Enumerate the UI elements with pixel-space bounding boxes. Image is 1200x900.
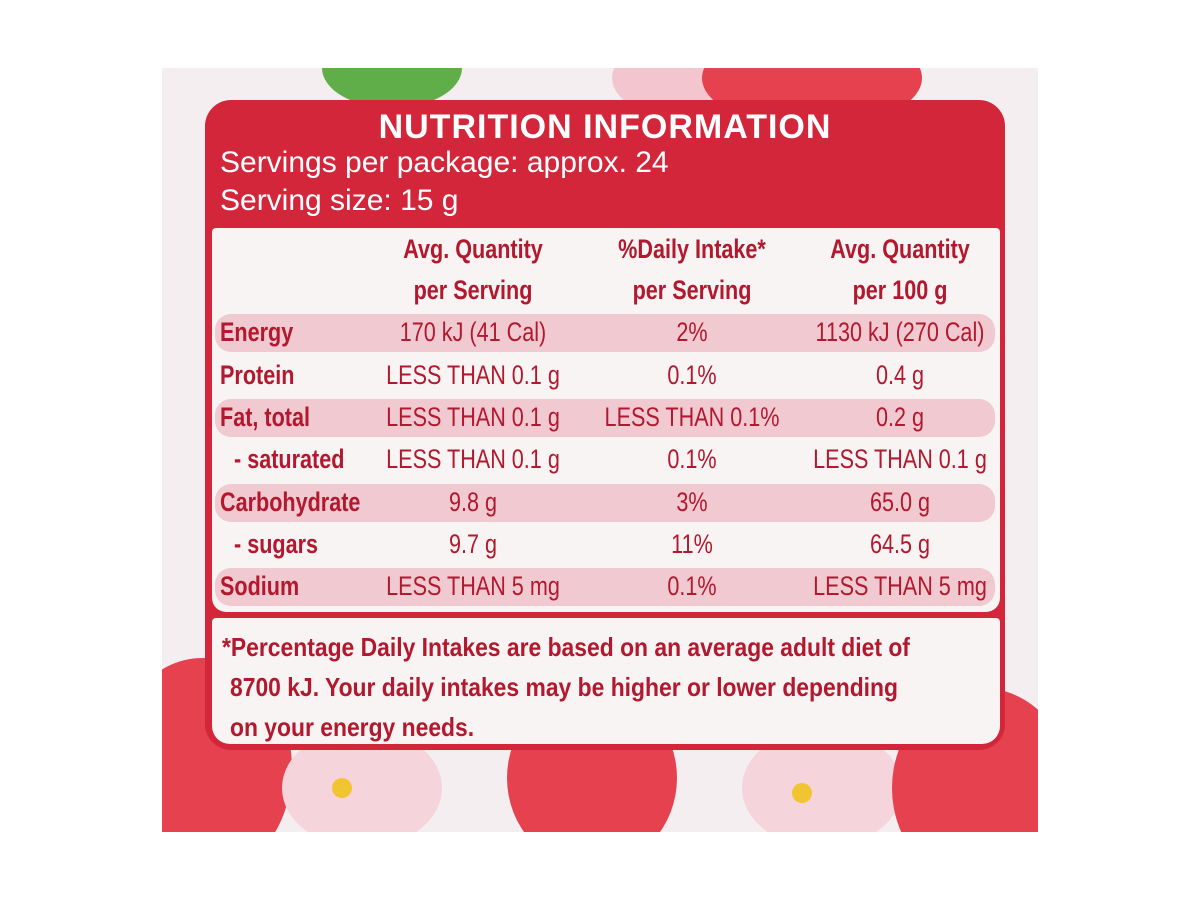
nutrient-name: Fat, total bbox=[220, 402, 310, 432]
nutrient-value: LESS THAN 5 mg bbox=[386, 571, 560, 601]
strawberry-decoration bbox=[162, 68, 1038, 832]
nutrient-name: Carbohydrate bbox=[220, 487, 361, 517]
nutrient-value: LESS THAN 0.1% bbox=[604, 402, 780, 432]
nutrient-name: - sugars bbox=[234, 529, 319, 559]
flower bbox=[282, 728, 442, 832]
column-header: %Daily Intake* bbox=[618, 234, 766, 264]
footnote-line: 8700 kJ. Your daily intakes may be highe… bbox=[230, 672, 898, 702]
footnote-area bbox=[212, 618, 1000, 744]
serving-size: Serving size: 15 g bbox=[220, 184, 459, 217]
nutrient-value: 0.2 g bbox=[875, 402, 925, 432]
nutrient-name: Protein bbox=[220, 360, 295, 390]
column-header: per Serving bbox=[413, 275, 533, 305]
column-header: per 100 g bbox=[852, 275, 948, 305]
nutrient-value: 0.1% bbox=[667, 444, 717, 474]
footnote-line: on your energy needs. bbox=[230, 712, 475, 742]
leaf bbox=[322, 68, 462, 108]
nutrient-value: 0.1% bbox=[667, 571, 717, 601]
column-header: per Serving bbox=[632, 275, 752, 305]
row-band bbox=[215, 399, 995, 437]
flower-center bbox=[332, 778, 352, 798]
nutrient-value: 170 kJ (41 Cal) bbox=[399, 317, 547, 347]
nutrient-value: 0.1% bbox=[667, 360, 717, 390]
row-band bbox=[215, 568, 995, 606]
nutrient-value: LESS THAN 0.1 g bbox=[813, 444, 987, 474]
nutrient-value: 9.7 g bbox=[448, 529, 498, 559]
nutrient-name: Energy bbox=[220, 317, 294, 347]
nutrient-value: LESS THAN 0.1 g bbox=[386, 444, 560, 474]
nutrient-value: 64.5 g bbox=[869, 529, 931, 559]
nutrient-value: 2% bbox=[676, 317, 708, 347]
servings-per-package: Servings per package: approx. 24 bbox=[220, 146, 669, 179]
nutrient-value: 65.0 g bbox=[869, 487, 931, 517]
column-header: Avg. Quantity bbox=[830, 234, 970, 264]
nutrient-name: - saturated bbox=[234, 444, 345, 474]
footnote-line: *Percentage Daily Intakes are based on a… bbox=[222, 632, 910, 662]
row-band bbox=[215, 314, 995, 352]
nutrient-value: LESS THAN 0.1 g bbox=[386, 402, 560, 432]
nutrient-value: LESS THAN 5 mg bbox=[813, 571, 987, 601]
column-header: Avg. Quantity bbox=[403, 234, 543, 264]
nutrient-value: 11% bbox=[671, 529, 713, 559]
panel-title: NUTRITION INFORMATION bbox=[378, 108, 832, 146]
flower-center bbox=[792, 783, 812, 803]
nutrient-value: LESS THAN 0.1 g bbox=[386, 360, 560, 390]
nutrient-name: Sodium bbox=[220, 571, 300, 601]
nutrient-value: 1130 kJ (270 Cal) bbox=[815, 317, 985, 347]
nutrient-value: 9.8 g bbox=[448, 487, 498, 517]
nutrient-value: 3% bbox=[676, 487, 708, 517]
row-band bbox=[215, 484, 995, 522]
flower bbox=[742, 728, 902, 832]
nutrient-value: 0.4 g bbox=[875, 360, 925, 390]
